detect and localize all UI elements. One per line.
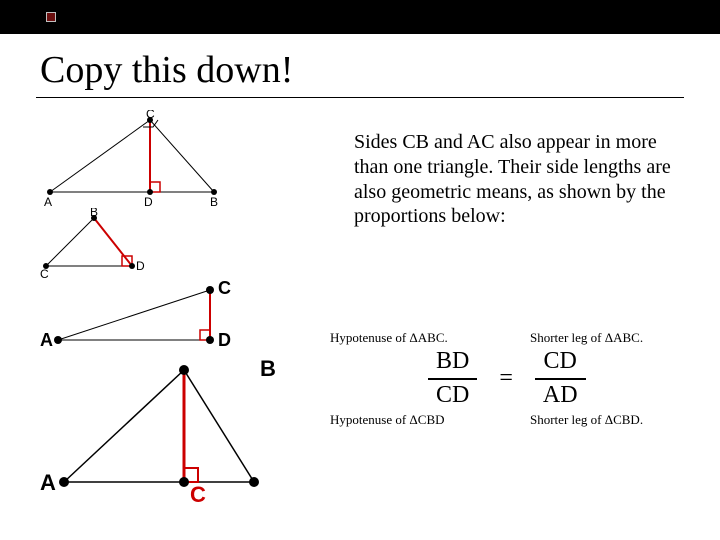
frac-left-num: BD <box>428 348 477 376</box>
top-bar-accent-square <box>46 12 56 22</box>
label-c2: C <box>40 267 49 278</box>
explanation-text: Sides CB and AC also appear in more than… <box>354 130 684 229</box>
fraction-left: BD CD <box>428 348 477 409</box>
label-a4: A <box>40 470 56 495</box>
label-b: B <box>210 195 218 208</box>
diagram-triangle-cbd: C B D <box>38 208 158 278</box>
label-a: A <box>44 195 52 208</box>
label-d2: D <box>136 259 145 273</box>
title-underline <box>36 97 684 98</box>
label-c: C <box>146 110 155 121</box>
slide-top-bar <box>0 0 720 34</box>
label-shortleg-cbd: Shorter leg of ΔCBD. <box>475 412 690 428</box>
diagram-triangle-abc-large: A B C <box>38 356 278 504</box>
label-d: D <box>144 195 153 208</box>
label-hyp-abc: Hypotenuse of ΔABC. <box>320 330 475 346</box>
diagram-triangle-acd: A C D <box>38 278 238 356</box>
frac-left-den: CD <box>428 382 477 410</box>
label-shortleg-abc: Shorter leg of ΔABC. <box>475 330 690 346</box>
proportion-equation: BD CD = CD AD <box>320 348 690 409</box>
label-b4: B <box>260 356 276 381</box>
label-b2: B <box>90 208 98 219</box>
equals-sign: = <box>499 365 513 392</box>
label-d3: D <box>218 330 231 350</box>
label-hyp-cbd: Hypotenuse of ΔCBD <box>320 412 475 428</box>
proportion-block: Hypotenuse of ΔABC. Shorter leg of ΔABC.… <box>320 330 690 428</box>
label-c4: C <box>190 482 206 504</box>
label-c3: C <box>218 278 231 298</box>
frac-right-den: AD <box>535 382 586 410</box>
slide-title: Copy this down! <box>0 34 720 97</box>
fraction-right: CD AD <box>535 348 586 409</box>
label-a3: A <box>40 330 53 350</box>
diagram-triangle-abc-with-altitude: A B C D <box>38 110 226 208</box>
frac-right-num: CD <box>536 348 585 376</box>
geometry-diagrams: A B C D C B D A C <box>38 110 318 504</box>
